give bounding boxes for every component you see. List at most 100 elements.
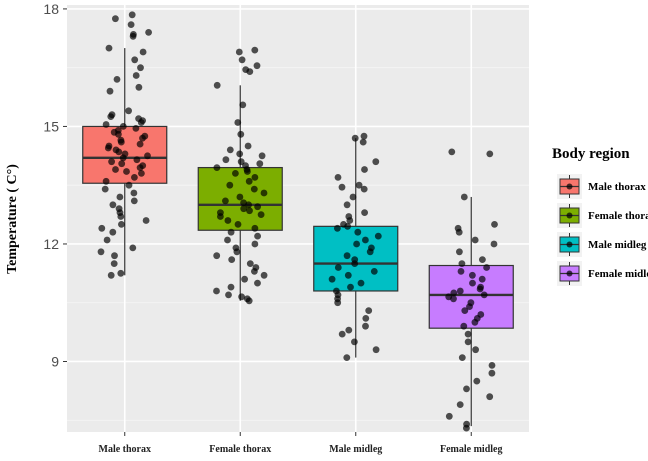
data-point xyxy=(471,318,479,326)
data-point xyxy=(111,252,118,260)
data-point xyxy=(116,193,124,201)
data-point xyxy=(104,144,112,152)
y-tick-label: 18 xyxy=(43,1,59,17)
data-point xyxy=(456,401,464,408)
data-point xyxy=(109,201,117,209)
data-point xyxy=(145,29,153,36)
data-point xyxy=(463,424,470,432)
data-point xyxy=(478,275,486,283)
data-point xyxy=(139,48,147,56)
data-point xyxy=(119,123,127,130)
data-point xyxy=(349,193,357,201)
legend-item-female-thorax: Female thorax xyxy=(557,203,648,228)
data-point xyxy=(351,338,358,346)
legend-key-point xyxy=(566,212,573,219)
data-point xyxy=(483,264,490,271)
data-point xyxy=(450,295,457,303)
data-point xyxy=(227,283,235,291)
data-point xyxy=(456,248,463,256)
data-point xyxy=(113,76,121,83)
data-point xyxy=(130,197,138,205)
data-point xyxy=(213,164,221,172)
data-point xyxy=(473,377,481,385)
data-point xyxy=(217,213,224,220)
data-point xyxy=(133,156,141,164)
data-point xyxy=(344,271,352,279)
data-point xyxy=(105,44,113,52)
legend-items: Male thorax Female thorax Male midleg Femal… xyxy=(557,174,648,286)
data-point xyxy=(125,181,133,189)
y-tick-label: 15 xyxy=(43,118,59,134)
data-point xyxy=(491,221,498,228)
x-axis-ticks: Male thorax Female thorax Male midleg Femal… xyxy=(99,432,502,455)
data-point xyxy=(254,279,261,287)
data-point xyxy=(334,224,341,232)
data-point xyxy=(338,330,346,338)
data-point xyxy=(101,185,109,193)
data-point xyxy=(127,21,135,28)
data-point xyxy=(365,307,373,314)
data-point xyxy=(445,412,453,420)
data-point xyxy=(130,189,138,197)
data-point xyxy=(455,228,463,236)
data-point xyxy=(486,150,494,158)
data-point xyxy=(224,236,231,244)
data-point xyxy=(372,346,380,354)
data-point xyxy=(123,168,130,175)
data-point xyxy=(235,48,243,56)
data-point xyxy=(343,252,351,260)
data-point xyxy=(257,211,265,219)
data-point xyxy=(117,138,125,146)
data-point xyxy=(254,232,261,240)
data-point xyxy=(479,256,486,263)
data-point xyxy=(129,244,137,252)
data-point xyxy=(343,354,351,361)
data-point xyxy=(251,174,259,181)
data-point xyxy=(97,248,105,256)
data-point xyxy=(119,154,127,162)
data-point xyxy=(488,369,496,377)
data-point xyxy=(448,148,456,156)
data-point xyxy=(345,326,353,334)
data-point xyxy=(234,119,242,126)
data-point xyxy=(361,166,368,173)
data-point xyxy=(458,354,466,361)
data-point xyxy=(480,291,488,299)
data-point xyxy=(362,236,369,244)
data-point xyxy=(132,124,140,132)
data-point xyxy=(244,168,251,175)
data-point xyxy=(343,201,351,209)
data-point xyxy=(472,346,479,354)
data-point xyxy=(234,221,242,228)
data-point xyxy=(144,152,151,160)
data-point xyxy=(334,264,342,271)
data-point xyxy=(347,283,354,291)
data-point xyxy=(246,260,254,267)
legend-item-label: Male thorax xyxy=(588,181,646,193)
data-point xyxy=(245,177,253,185)
data-point xyxy=(118,221,125,228)
data-point xyxy=(359,138,367,146)
data-point xyxy=(131,174,138,181)
x-tick-label: Male midleg xyxy=(329,444,382,455)
data-point xyxy=(490,240,498,248)
data-point xyxy=(253,62,261,70)
data-point xyxy=(256,160,264,168)
data-point xyxy=(125,107,132,115)
data-point xyxy=(346,217,354,224)
data-point xyxy=(354,228,362,236)
data-point xyxy=(476,285,484,293)
data-point xyxy=(237,130,245,138)
legend-item-label: Female thorax xyxy=(588,210,648,222)
data-point xyxy=(238,293,246,301)
data-point xyxy=(240,205,248,213)
legend-key-point xyxy=(566,183,573,190)
data-point xyxy=(117,213,125,220)
data-point xyxy=(128,11,136,19)
data-point xyxy=(362,315,370,322)
legend-item-label: Female midleg xyxy=(588,268,648,280)
data-point xyxy=(344,222,351,230)
data-point xyxy=(137,119,145,126)
